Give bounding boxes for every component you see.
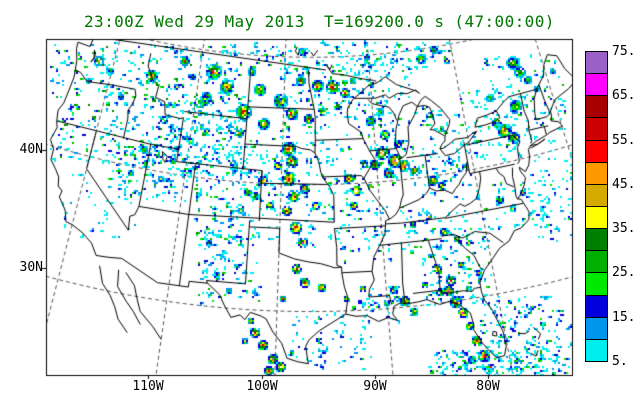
title-forecast-time: T=169200.0 s (47:00:00): [324, 12, 555, 31]
colorbar-cell: [585, 316, 608, 340]
colorbar-cell: [585, 206, 608, 230]
colorbar-cell: [585, 73, 608, 97]
colorbar-tick-label: 55.: [612, 132, 636, 148]
lon-axis-label: 110W: [132, 379, 164, 394]
lat-axis-label: 40N: [19, 142, 43, 157]
colorbar-cell: [585, 139, 608, 163]
colorbar-tick-label: 35.: [612, 221, 636, 237]
colorbar-cell: [585, 51, 608, 75]
colorbar-tick-label: 75.: [612, 44, 636, 59]
colorbar-cell: [585, 338, 608, 362]
lat-axis-label: 30N: [19, 260, 43, 275]
title-datetime: 23:00Z Wed 29 May 2013: [84, 12, 305, 31]
colorbar-tick-label: 15.: [612, 309, 636, 325]
colorbar-tick-label: 25.: [612, 265, 636, 281]
lon-axis-label: 100W: [246, 379, 278, 394]
lon-axis-label: 90W: [363, 379, 387, 394]
colorbar-tick-label: 45.: [612, 176, 636, 192]
lon-axis-label: 80W: [476, 379, 500, 394]
colorbar-cell: [585, 228, 608, 252]
colorbar-tick-label: 5.: [612, 354, 628, 369]
colorbar-cell: [585, 161, 608, 185]
colorbar-cell: [585, 117, 608, 141]
colorbar-cell: [585, 250, 608, 274]
colorbar-cell: [585, 183, 608, 207]
colorbar-cell: [585, 272, 608, 296]
colorbar-cell: [585, 294, 608, 318]
colorbar-cell: [585, 95, 608, 119]
colorbar-tick-label: 65.: [612, 88, 636, 104]
